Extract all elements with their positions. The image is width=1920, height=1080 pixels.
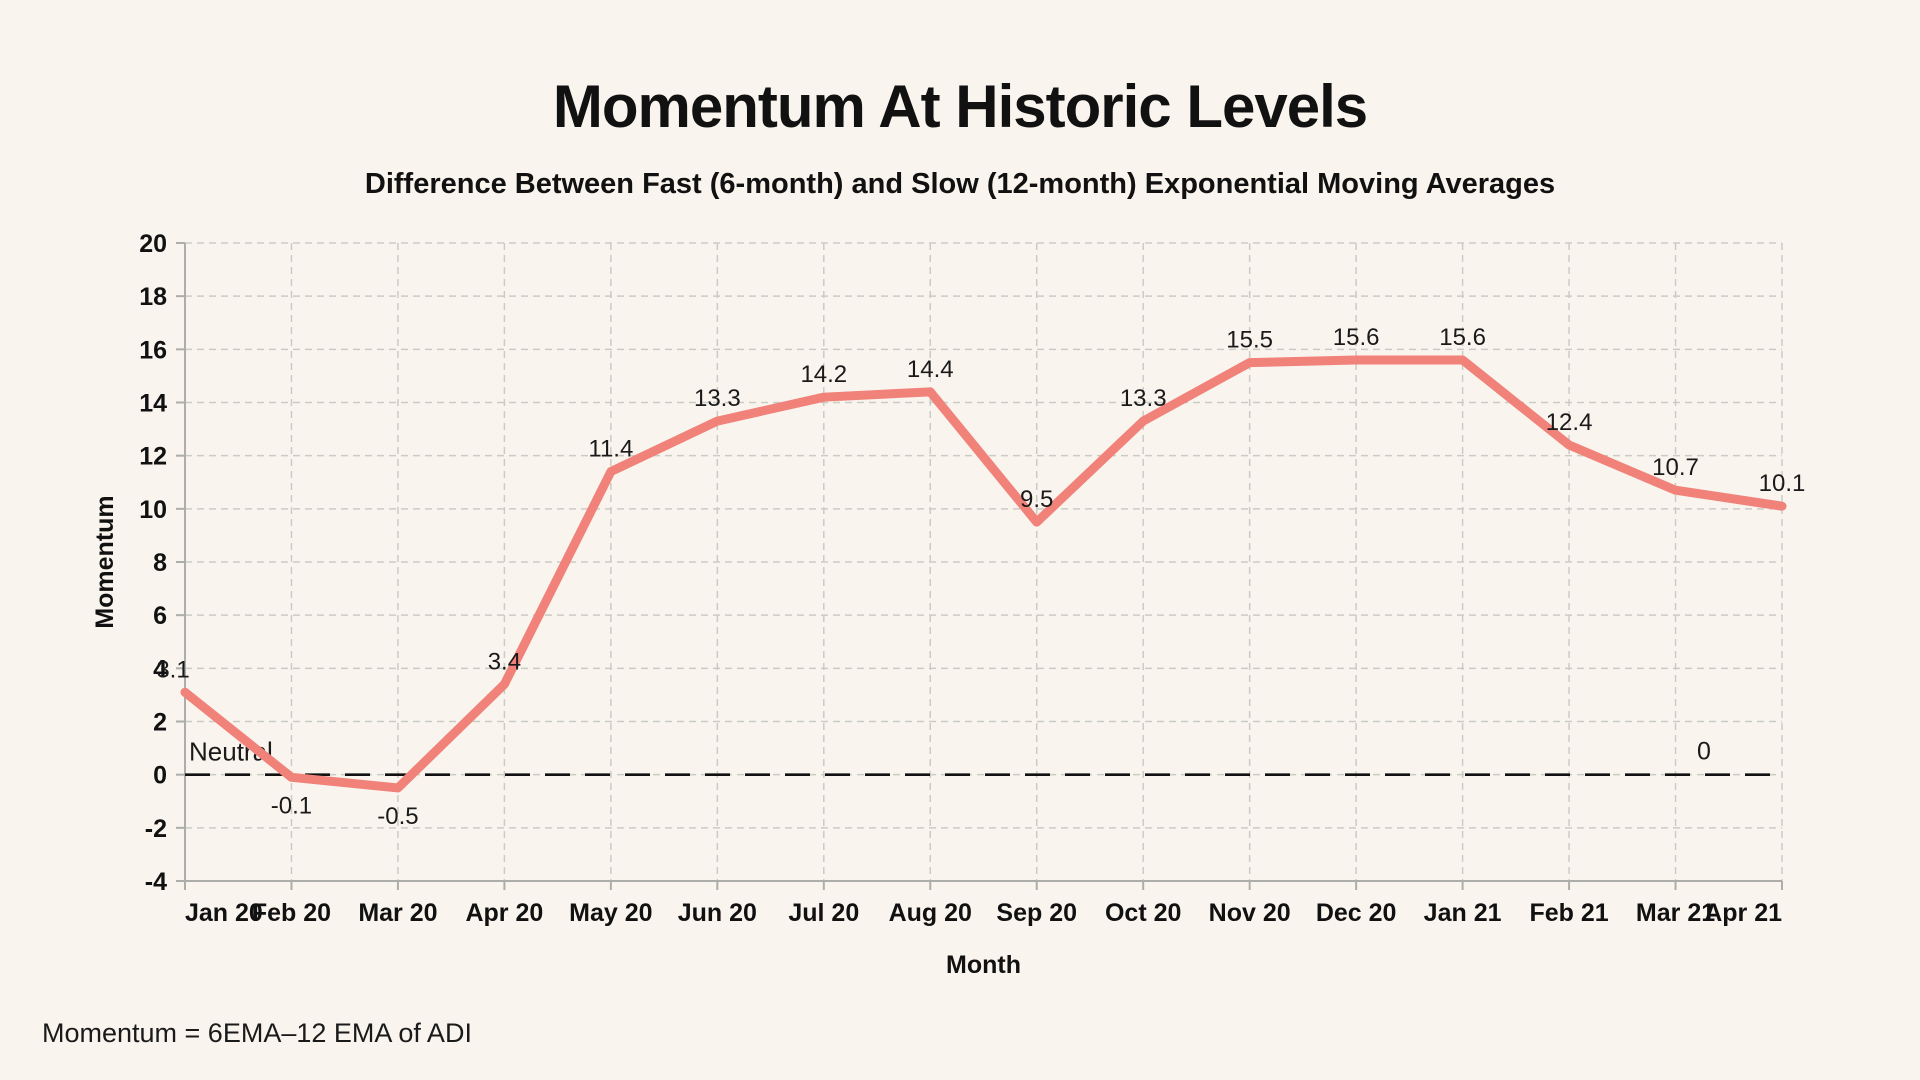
y-axis-title: Momentum (91, 495, 119, 628)
x-tick-label: Dec 20 (1316, 899, 1397, 927)
x-tick-label: Feb 21 (1529, 899, 1608, 927)
x-tick-label: Feb 20 (252, 899, 331, 927)
data-label: 13.3 (1120, 385, 1167, 412)
y-tick-label: -2 (145, 815, 167, 843)
x-tick-label: Jul 20 (788, 899, 859, 927)
x-axis-title: Month (946, 951, 1021, 979)
y-tick-label: 4 (153, 655, 167, 683)
y-tick-label: 6 (153, 602, 167, 630)
y-tick-label: 2 (153, 709, 167, 737)
momentum-line (180, 355, 1787, 793)
data-label: 10.7 (1652, 454, 1699, 481)
y-tick-label: 8 (153, 549, 167, 577)
chart-footnote: Momentum = 6EMA–12 EMA of ADI (42, 1018, 472, 1048)
data-label: 3.4 (488, 648, 521, 675)
x-tick-label: Jan 21 (1424, 899, 1502, 927)
y-tick-label: -4 (145, 868, 167, 896)
data-label: 10.1 (1759, 470, 1806, 497)
y-tick-label: 16 (139, 336, 167, 364)
chart-title: Momentum At Historic Levels (552, 73, 1368, 140)
y-tick-label: 18 (139, 283, 167, 311)
data-label: 11.4 (588, 436, 633, 463)
y-tick-label: 20 (139, 230, 167, 258)
data-label: 15.6 (1333, 324, 1380, 351)
y-tick-label: 10 (139, 496, 167, 524)
x-tick-label: Mar 21 (1636, 899, 1715, 927)
data-label: 12.4 (1546, 409, 1593, 436)
x-tick-label: Sep 20 (996, 899, 1077, 927)
x-tick-label: Nov 20 (1209, 899, 1291, 927)
data-label: 14.4 (907, 356, 954, 383)
data-label: 9.5 (1020, 486, 1053, 513)
data-label: -0.5 (377, 803, 418, 830)
x-tick-label: Mar 20 (358, 899, 437, 927)
data-label: 15.5 (1226, 327, 1273, 354)
x-tick-label: Apr 21 (1704, 899, 1782, 927)
data-label: 14.2 (800, 361, 847, 388)
data-label: 13.3 (694, 385, 741, 412)
x-tick-label: May 20 (569, 899, 652, 927)
y-tick-label: 14 (139, 390, 167, 418)
y-tick-label: 0 (153, 762, 167, 790)
data-label: 15.6 (1439, 324, 1486, 351)
data-label: 3.1 (156, 656, 189, 683)
x-tick-label: Aug 20 (889, 899, 972, 927)
data-label: -0.1 (271, 792, 312, 819)
x-tick-label: Jun 20 (678, 899, 757, 927)
x-tick-label: Oct 20 (1105, 899, 1181, 927)
x-tick-label: Jan 20 (185, 899, 263, 927)
y-tick-label: 12 (139, 443, 167, 471)
chart-subtitle: Difference Between Fast (6-month) and Sl… (364, 168, 1556, 200)
neutral-line-value-label: 0 (1697, 738, 1711, 766)
x-tick-label: Apr 20 (465, 899, 543, 927)
